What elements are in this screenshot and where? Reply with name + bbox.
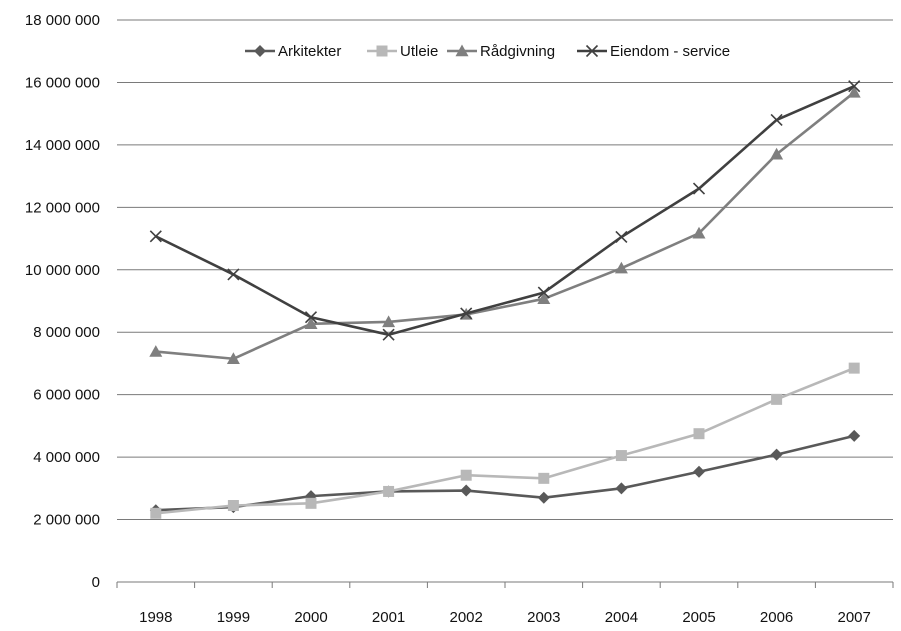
y-tick-label: 2 000 000: [33, 512, 100, 529]
x-axis-tick-labels: 1998 1999 2000 2001 2002 2003 2004 2005 2006 2007: [139, 609, 871, 626]
x-tick-label: 2001: [372, 609, 405, 626]
data-point: [537, 491, 550, 504]
legend-item: Arkitekter: [245, 43, 341, 60]
data-point: [848, 429, 861, 442]
data-point: [771, 393, 783, 405]
data-point: [304, 317, 318, 329]
legend-marker: [376, 45, 388, 57]
data-point: [538, 472, 550, 484]
data-point: [305, 497, 317, 509]
data-point: [770, 113, 783, 126]
data-point: [615, 450, 627, 462]
legend: Arkitekter Utleie Rådgivning Eiendom - serv…: [238, 36, 758, 66]
legend-marker: [455, 44, 469, 57]
x-tick-label: 2006: [760, 609, 793, 626]
data-point: [226, 352, 240, 364]
data-point: [848, 362, 860, 374]
series-line: [155, 434, 855, 512]
x-tick-label: 2002: [450, 609, 483, 626]
x-tick-label: 1998: [139, 609, 172, 626]
data-point: [382, 328, 395, 341]
data-point: [692, 226, 706, 239]
data-point: [227, 268, 240, 281]
legend-marker: [254, 45, 266, 57]
data-point: [383, 485, 395, 497]
data-point: [614, 261, 628, 274]
gridlines: [117, 19, 893, 521]
y-tick-label: 8 000 000: [33, 324, 100, 341]
y-tick-label: 18 000 000: [25, 12, 100, 29]
data-point: [693, 428, 705, 440]
axes: [116, 581, 894, 588]
data-point: [382, 315, 396, 328]
data-point: [692, 182, 706, 195]
series-utleie: [150, 362, 860, 519]
series-eiendom-service: [149, 80, 861, 341]
series-line: [155, 366, 855, 515]
legend-label: Arkitekter: [278, 43, 341, 60]
x-tick-label: 2003: [527, 609, 560, 626]
series-rådgivning: [149, 85, 861, 364]
legend-label: Rådgivning: [480, 43, 555, 60]
x-tick-label: 1999: [217, 609, 250, 626]
legend-background: [238, 36, 758, 66]
data-point: [304, 311, 318, 324]
x-tick-label: 2000: [294, 609, 327, 626]
data-point: [537, 292, 551, 305]
legend-marker: [585, 44, 599, 58]
data-point: [615, 482, 628, 495]
data-point: [460, 484, 473, 497]
series-arkitekter: [149, 429, 861, 517]
legend-item: Rådgivning: [447, 43, 555, 60]
series-line: [155, 84, 855, 337]
legend-label: Eiendom - service: [610, 43, 730, 60]
y-tick-label: 4 000 000: [33, 449, 100, 466]
data-point: [537, 286, 550, 299]
y-tick-label: 0: [92, 574, 100, 591]
x-tick-label: 2005: [682, 609, 715, 626]
data-point: [149, 230, 162, 243]
legend-item: Utleie: [367, 43, 438, 60]
data-point: [227, 500, 239, 512]
x-tick-label: 2007: [838, 609, 871, 626]
y-axis-tick-labels: 0 2 000 000 4 000 000 6 000 000 8 000 000 10 …: [25, 12, 100, 591]
y-tick-label: 10 000 000: [25, 262, 100, 279]
series-group: [149, 80, 861, 519]
legend-label: Utleie: [400, 43, 438, 60]
data-point: [693, 465, 705, 478]
data-point: [770, 448, 783, 461]
data-point: [847, 85, 861, 98]
data-point: [770, 147, 784, 160]
data-point: [615, 230, 628, 244]
data-point: [460, 469, 472, 481]
y-tick-label: 12 000 000: [25, 199, 100, 216]
y-tick-label: 14 000 000: [25, 137, 100, 154]
data-point: [149, 345, 163, 357]
data-point: [150, 507, 162, 519]
y-tick-label: 6 000 000: [33, 387, 100, 404]
data-point: [460, 307, 473, 320]
x-tick-label: 2004: [605, 609, 638, 626]
series-line: [155, 91, 856, 361]
y-tick-label: 16 000 000: [25, 74, 100, 91]
legend-item: Eiendom - service: [577, 43, 730, 60]
data-point: [848, 80, 861, 93]
